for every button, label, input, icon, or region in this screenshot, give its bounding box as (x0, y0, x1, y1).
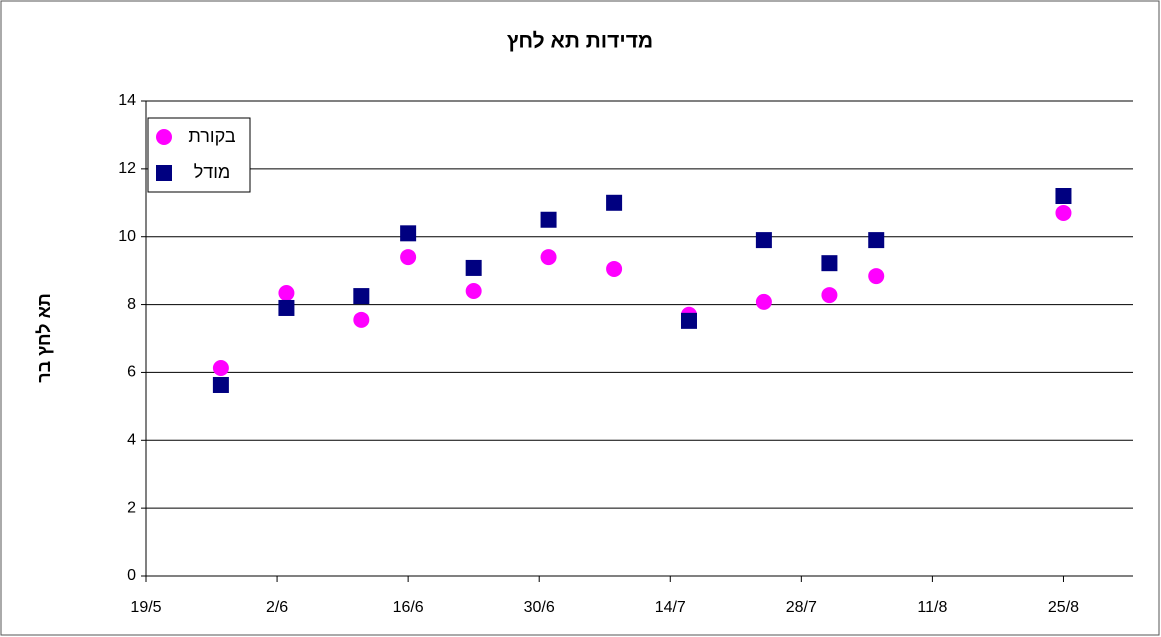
data-point (868, 268, 885, 285)
y-tick-label: 14 (118, 92, 136, 109)
data-point (1055, 188, 1072, 204)
data-point (868, 232, 885, 249)
chart-title: מדידות תא לחץ (507, 30, 653, 53)
y-tick-label: 10 (118, 228, 136, 245)
data-point (540, 211, 557, 228)
data-point (212, 360, 229, 377)
y-axis-label: תא לחץ בר (34, 293, 54, 383)
y-tick-label: 12 (118, 160, 136, 177)
data-point (755, 232, 772, 249)
x-tick-label: 30/6 (524, 599, 555, 616)
data-point (606, 194, 623, 211)
legend-label: בקורת (188, 126, 235, 146)
data-point (465, 259, 482, 276)
x-tick-label: 25/8 (1048, 599, 1079, 616)
data-point (1055, 204, 1072, 221)
data-point (278, 285, 295, 302)
x-tick-label: 16/6 (393, 599, 424, 616)
data-point (821, 255, 838, 272)
y-tick-label: 2 (127, 499, 136, 516)
x-tick-label: 2/6 (266, 599, 288, 616)
data-point (212, 376, 229, 393)
x-tick-label: 11/8 (917, 599, 947, 616)
x-tick-label: 19/5 (130, 599, 161, 616)
data-point (353, 288, 370, 305)
y-tick-label: 6 (127, 364, 136, 381)
y-tick-label: 0 (127, 567, 136, 584)
legend-marker (156, 165, 172, 181)
legend-label: מודל (194, 162, 231, 182)
data-point (278, 299, 295, 316)
data-point (400, 249, 417, 266)
y-tick-label: 4 (127, 432, 136, 449)
legend-marker (156, 129, 172, 145)
data-point (353, 311, 370, 328)
data-point (680, 312, 697, 329)
data-point (755, 293, 772, 310)
data-point (606, 260, 623, 277)
y-tick-label: 8 (127, 296, 136, 313)
data-point (465, 283, 482, 299)
x-tick-label: 28/7 (786, 599, 817, 616)
data-point (540, 249, 557, 266)
data-point (400, 225, 417, 242)
data-point (821, 287, 838, 304)
x-tick-label: 14/7 (655, 599, 686, 616)
